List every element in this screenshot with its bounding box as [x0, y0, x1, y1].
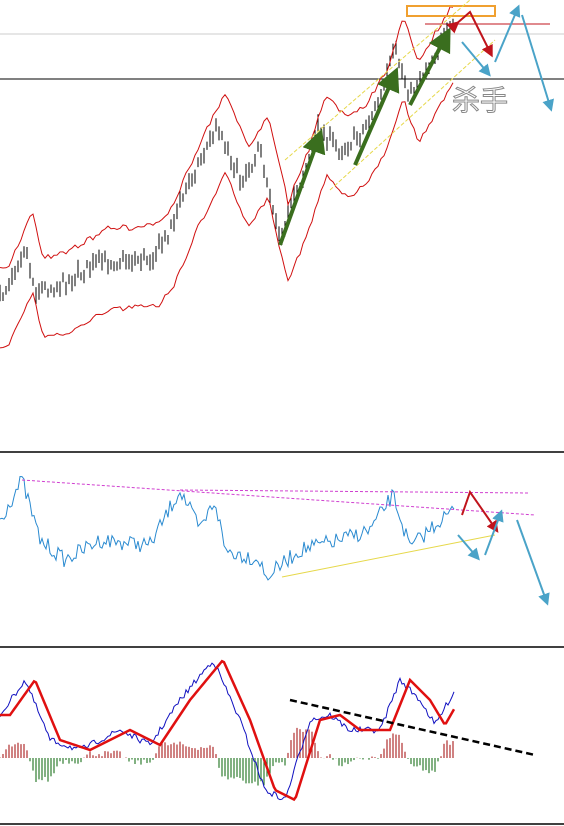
forecast-arrow	[494, 4, 521, 63]
trend-line	[289, 698, 536, 757]
watermark: 杀手	[452, 84, 508, 117]
oscillator-line	[0, 475, 455, 581]
trend-line	[179, 489, 531, 494]
signal-line	[0, 659, 456, 802]
forecast-arrow	[461, 41, 491, 77]
trend-arrow	[353, 67, 400, 166]
trend-arrow	[278, 128, 326, 246]
band-line	[0, 82, 454, 349]
forecast-arrow	[484, 509, 504, 556]
trend-line	[281, 534, 496, 578]
forecast-arrow	[457, 534, 480, 561]
forecast-arrow	[516, 519, 550, 606]
forecast-arrow	[446, 10, 493, 58]
forecast-arrow	[521, 14, 554, 112]
channel-line	[329, 39, 496, 191]
trend-line	[21, 479, 536, 516]
drawing-layer	[0, 6, 456, 802]
trend-arrow	[408, 27, 451, 106]
forecast-arrow	[461, 489, 499, 533]
